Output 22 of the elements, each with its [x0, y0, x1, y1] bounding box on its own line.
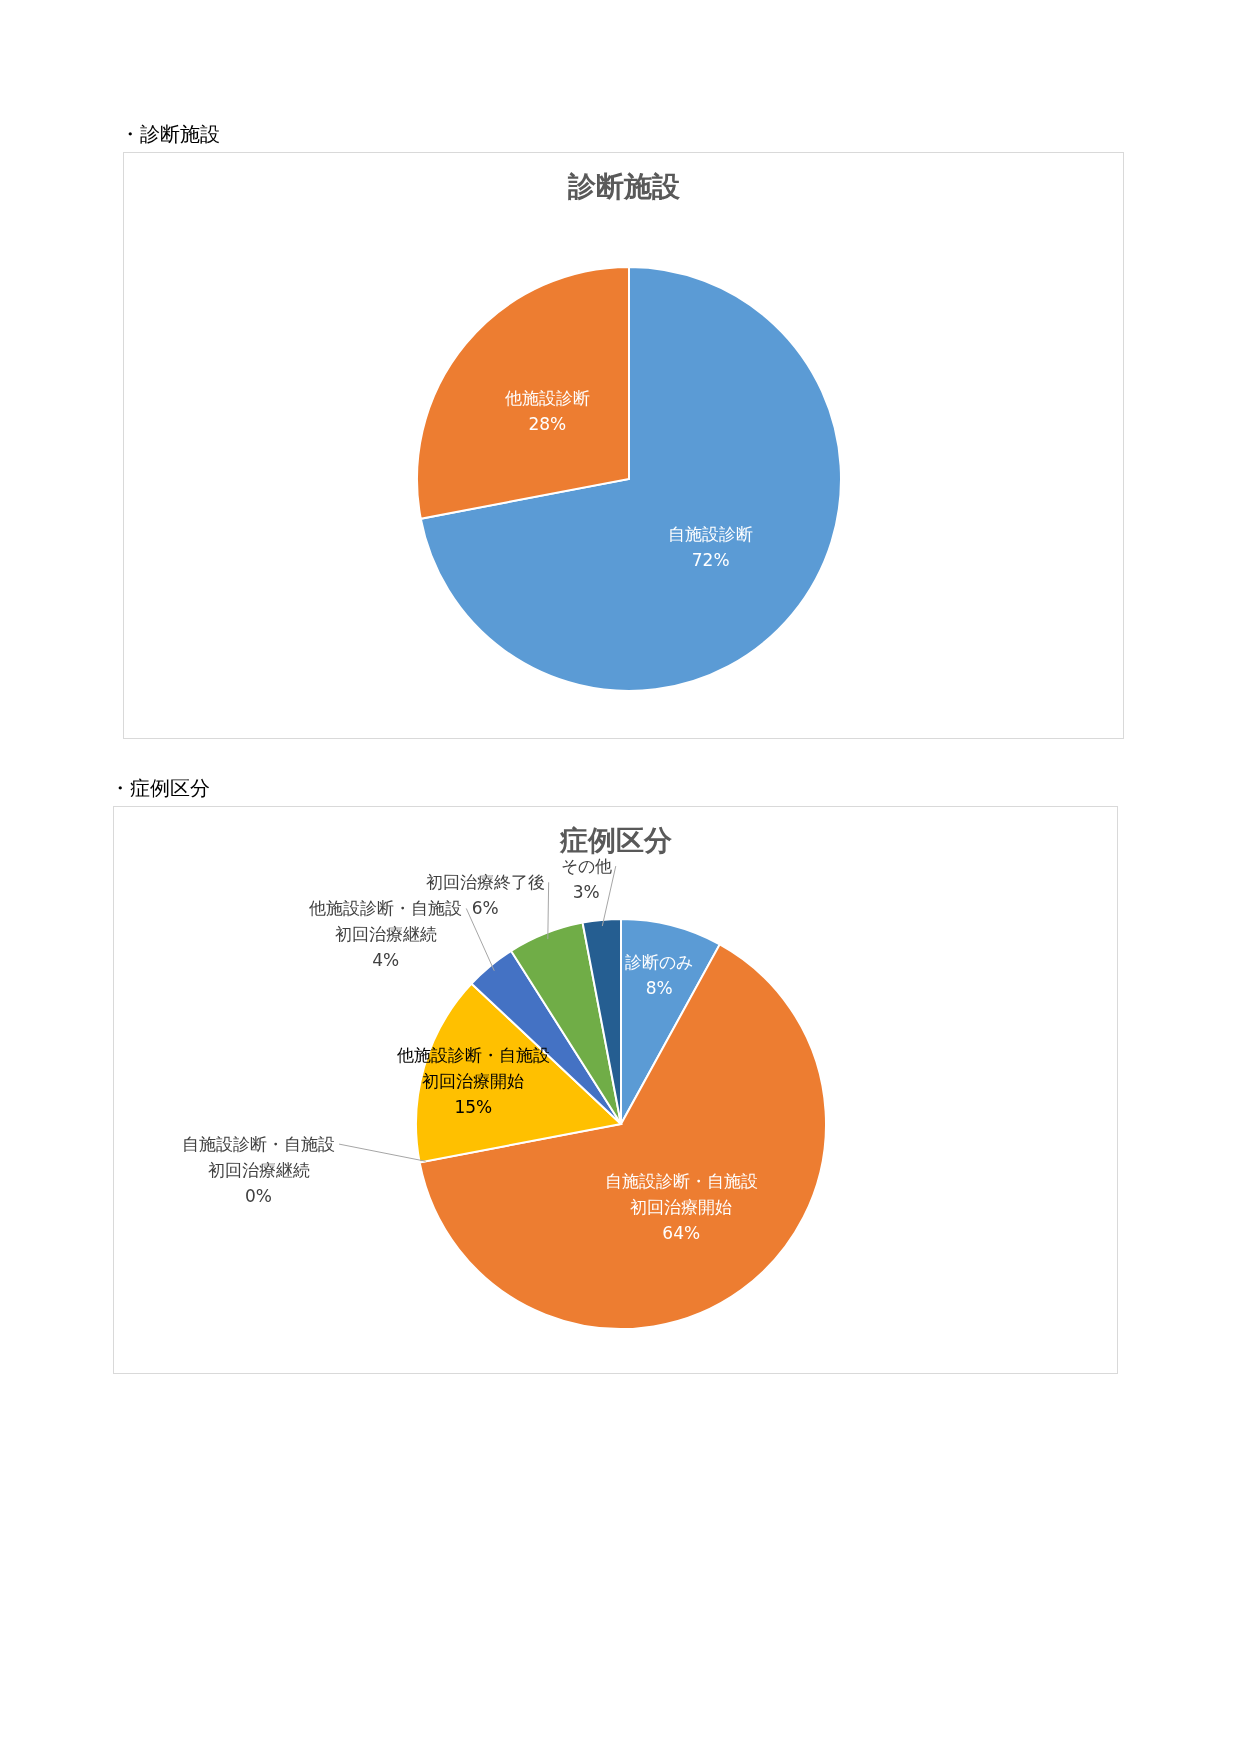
slice-label: その他 [560, 856, 612, 877]
data-label: 64% [662, 1222, 701, 1243]
slice-label: 診断のみ [625, 952, 694, 973]
pie-slice [419, 266, 842, 692]
data-label: 28% [528, 414, 567, 435]
slice-label: 他施設診断 [504, 388, 590, 409]
data-label: 15% [454, 1097, 493, 1118]
text: ・診断施設 [120, 121, 220, 148]
data-label: 72% [691, 549, 730, 570]
chart-title: 診断施設 [566, 170, 680, 203]
data-label: 4% [372, 950, 400, 971]
data-label: 6% [471, 898, 499, 919]
text: ・症例区分 [110, 775, 210, 802]
category-label: 自施設診断・自施設初回治療継続 [182, 1134, 336, 1181]
slice-label: 他施設診断・自施設初回治療継続 [309, 898, 463, 945]
slice-label: 自施設診断 [668, 523, 754, 544]
text: 0% [245, 1186, 273, 1207]
data-label: 8% [645, 978, 673, 999]
data-label: 3% [572, 882, 600, 903]
chart-title: 症例区分 [558, 824, 673, 857]
slice-label: 初回治療終了後 [425, 872, 545, 893]
slice-label: 自施設診断・自施設初回治療開始 [604, 1170, 758, 1217]
